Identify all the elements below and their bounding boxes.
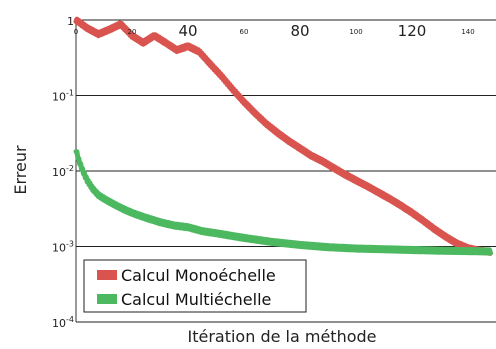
x-tick-label: 40 — [178, 22, 197, 40]
legend-swatch-monoechelle — [97, 270, 117, 280]
series-multiechelle — [73, 149, 493, 256]
x-axis-title: Itération de la méthode — [187, 327, 376, 346]
y-axis-title: Erreur — [11, 145, 30, 195]
x-tick-label: 60 — [240, 28, 249, 36]
legend: Calcul Monoéchelle Calcul Multiéchelle — [83, 259, 307, 313]
x-tick-label: 0 — [74, 28, 78, 36]
y-tick-label: 10-3 — [52, 240, 74, 255]
legend-label-multiechelle: Calcul Multiéchelle — [121, 290, 271, 309]
y-tick-label: 10-2 — [52, 164, 74, 179]
series-line — [73, 149, 493, 256]
series-monoechelle — [73, 16, 493, 256]
x-tick-label: 120 — [398, 22, 427, 40]
x-tick-label: 140 — [461, 28, 474, 36]
x-tick-label: 100 — [349, 28, 362, 36]
legend-label-monoechelle: Calcul Monoéchelle — [121, 266, 276, 285]
x-tick-label: 80 — [290, 22, 309, 40]
y-tick-label: 1 — [67, 15, 74, 28]
x-tick-label: 20 — [128, 28, 137, 36]
series-layer — [73, 16, 493, 256]
legend-box — [83, 259, 307, 313]
y-tick-label: 10-1 — [52, 89, 74, 104]
y-tick-label: 10-4 — [52, 315, 74, 330]
legend-swatch-multiechelle — [97, 294, 117, 304]
series-line — [73, 16, 493, 256]
